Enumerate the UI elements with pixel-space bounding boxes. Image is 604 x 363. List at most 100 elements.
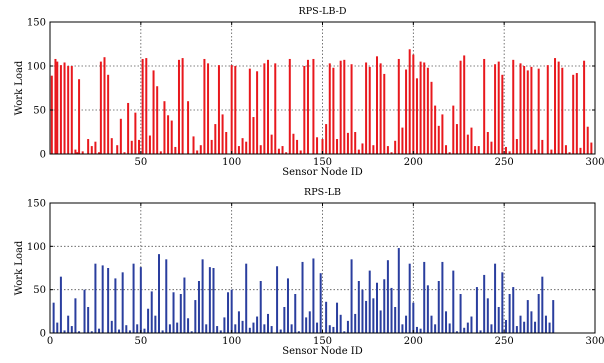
bar xyxy=(130,140,133,154)
bar xyxy=(159,151,162,154)
bar xyxy=(325,301,328,333)
bar xyxy=(172,292,175,333)
bar xyxy=(397,248,400,333)
bar xyxy=(128,330,131,333)
bar xyxy=(256,316,259,333)
bar xyxy=(299,150,302,154)
bar xyxy=(357,149,360,154)
bar xyxy=(463,327,466,333)
bar xyxy=(296,139,299,154)
bar xyxy=(281,146,284,154)
bar xyxy=(430,315,433,333)
bar xyxy=(523,66,526,154)
bar xyxy=(210,139,213,154)
bar xyxy=(74,298,77,333)
bar xyxy=(241,138,244,154)
bar xyxy=(394,307,397,333)
bar xyxy=(575,73,578,154)
bar xyxy=(534,321,537,333)
bar xyxy=(294,294,297,333)
chart-title: RPS-LB xyxy=(304,187,341,198)
bar xyxy=(161,330,164,333)
bar xyxy=(245,263,248,333)
bar xyxy=(441,114,444,154)
bar xyxy=(346,320,349,333)
bar xyxy=(98,152,101,154)
bar xyxy=(59,65,62,154)
bar xyxy=(205,324,208,333)
bar xyxy=(508,151,511,154)
x-tick-label: 50 xyxy=(134,336,147,347)
bar xyxy=(267,313,269,333)
bar xyxy=(339,60,342,154)
bar xyxy=(221,114,224,154)
bar xyxy=(87,307,90,333)
bar xyxy=(223,317,226,333)
bar xyxy=(386,260,389,333)
bar xyxy=(181,58,184,154)
bar xyxy=(90,331,93,333)
bar xyxy=(515,326,518,333)
bar xyxy=(346,132,349,154)
bar xyxy=(354,313,357,333)
bar xyxy=(534,149,537,154)
bar xyxy=(270,134,273,154)
bar xyxy=(292,133,295,154)
bar xyxy=(196,150,199,154)
bar xyxy=(274,63,277,154)
bar xyxy=(383,73,386,154)
bar xyxy=(267,59,269,155)
bar xyxy=(101,265,104,333)
bar xyxy=(564,145,567,154)
bar xyxy=(490,324,493,333)
bar xyxy=(199,145,202,154)
bar xyxy=(579,147,582,154)
bar xyxy=(312,58,315,154)
bar xyxy=(187,318,190,333)
bar xyxy=(286,278,289,333)
bar xyxy=(448,323,451,333)
bar xyxy=(116,145,119,154)
bar xyxy=(179,294,182,333)
bar xyxy=(419,61,422,154)
bar xyxy=(301,261,304,333)
bar xyxy=(490,141,493,154)
bar xyxy=(183,277,186,333)
bar xyxy=(350,259,353,333)
chart-panel-1: 50 100 150 200 250 300 0 50 100 150 RPS-LB-D Sensor… xyxy=(14,6,604,178)
bar xyxy=(225,132,228,154)
bar xyxy=(394,140,397,154)
bar xyxy=(118,329,121,333)
bar xyxy=(452,270,455,333)
bar xyxy=(230,289,233,333)
bar xyxy=(277,148,280,154)
x-tick-label: 300 xyxy=(585,336,604,347)
bar xyxy=(216,326,219,333)
bar xyxy=(165,259,168,333)
bar xyxy=(263,324,266,333)
bar xyxy=(405,69,408,154)
bar xyxy=(134,112,137,154)
bar xyxy=(288,58,291,154)
bar xyxy=(470,316,473,333)
bar xyxy=(147,308,150,333)
bar xyxy=(441,261,444,333)
bar xyxy=(325,124,328,154)
bar xyxy=(397,58,400,154)
bar xyxy=(336,139,339,154)
x-tick-label: 0 xyxy=(47,336,53,347)
bar xyxy=(177,59,180,155)
bar xyxy=(107,74,110,154)
bar xyxy=(423,62,426,155)
bar xyxy=(343,59,346,155)
bar xyxy=(306,59,309,155)
bar xyxy=(390,287,393,333)
bar xyxy=(519,315,522,333)
bar xyxy=(475,287,478,333)
bar xyxy=(434,324,437,333)
bar xyxy=(121,272,124,333)
bar xyxy=(494,263,497,333)
bar xyxy=(237,311,240,333)
y-tick-label: 0 xyxy=(40,329,46,340)
